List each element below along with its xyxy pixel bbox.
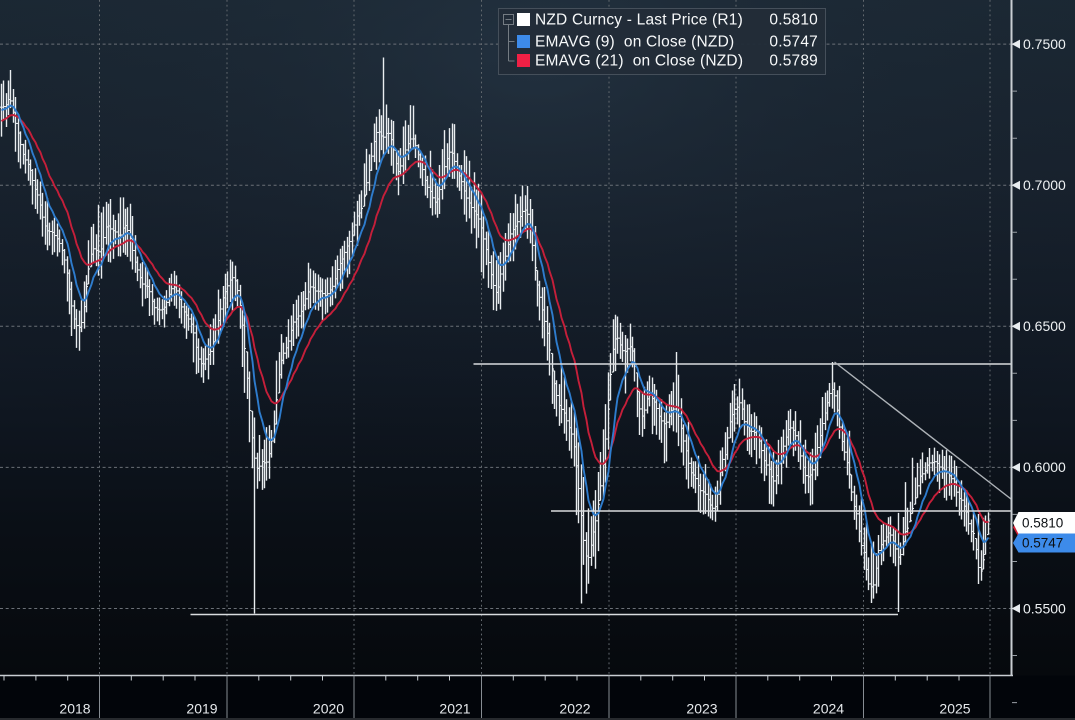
svg-text:0.6500: 0.6500 bbox=[1023, 318, 1066, 334]
svg-text:0.5789: 0.5789 bbox=[769, 53, 818, 70]
svg-text:0.5810: 0.5810 bbox=[769, 12, 818, 29]
svg-text:0.5747: 0.5747 bbox=[1022, 536, 1063, 551]
svg-text:2024: 2024 bbox=[813, 701, 844, 717]
svg-text:EMAVG (9) on Close (NZD): EMAVG (9) on Close (NZD) bbox=[535, 34, 734, 51]
svg-text:0.5810: 0.5810 bbox=[1022, 516, 1063, 531]
svg-text:0.5500: 0.5500 bbox=[1023, 600, 1066, 616]
svg-text:2025: 2025 bbox=[939, 701, 970, 717]
svg-text:EMAVG (21) on Close (NZD): EMAVG (21) on Close (NZD) bbox=[535, 53, 743, 70]
svg-text:2023: 2023 bbox=[686, 701, 717, 717]
svg-text:0.6000: 0.6000 bbox=[1023, 459, 1066, 475]
svg-text:2021: 2021 bbox=[439, 701, 470, 717]
svg-text:0.7500: 0.7500 bbox=[1023, 36, 1066, 52]
svg-text:2020: 2020 bbox=[313, 701, 344, 717]
svg-text:2022: 2022 bbox=[559, 701, 590, 717]
svg-text:0.7000: 0.7000 bbox=[1023, 177, 1066, 193]
svg-text:NZD Curncy - Last Price (R1): NZD Curncy - Last Price (R1) bbox=[535, 12, 743, 29]
svg-text:0.5747: 0.5747 bbox=[769, 34, 818, 51]
svg-text:2019: 2019 bbox=[186, 701, 217, 717]
svg-text:2018: 2018 bbox=[59, 701, 90, 717]
